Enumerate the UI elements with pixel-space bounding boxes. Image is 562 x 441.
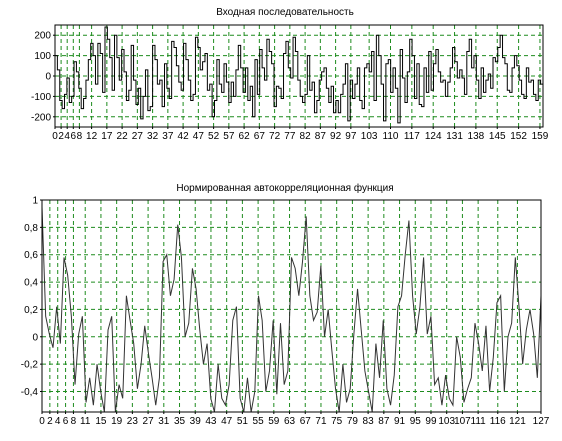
x-tick-label: 4 — [55, 416, 61, 427]
x-tick-label: 0 — [52, 131, 58, 142]
x-tick-label: 43 — [205, 416, 217, 427]
x-tick-label: 124 — [425, 131, 442, 142]
x-tick-label: 145 — [489, 131, 506, 142]
x-tick-label: 8 — [77, 131, 83, 142]
x-tick-label: 75 — [331, 416, 343, 427]
x-tick-label: 82 — [300, 131, 312, 142]
x-tick-label: 116 — [490, 416, 506, 427]
x-tick-label: 72 — [269, 131, 281, 142]
x-tick-label: 117 — [404, 131, 420, 142]
autocorrelation-chart: Нормированная автокорреляционная функция… — [21, 182, 550, 427]
x-tick-label: 91 — [394, 416, 406, 427]
x-tick-label: 92 — [330, 131, 342, 142]
x-tick-label: 77 — [284, 131, 296, 142]
x-tick-label: 47 — [221, 416, 233, 427]
x-tick-label: 63 — [284, 416, 296, 427]
chart1-x-tick-labels: 0 2 4 6 8 12 17 22 27 32 37 42 47 52 57 62 67 72 77 82 87 92 9… — [52, 127, 549, 142]
x-tick-label: 52 — [208, 131, 220, 142]
x-tick-label: 23 — [127, 416, 139, 427]
y-tick-label: 0 — [45, 72, 51, 83]
chart1-grid — [55, 25, 543, 127]
x-tick-label: 127 — [533, 416, 550, 427]
chart2-x-tick-labels: 0 2 4 6 8 11 15 19 23 27 31 35 39 43 47 51 55 59 63 67 71 75 7… — [39, 412, 550, 427]
x-tick-label: 152 — [510, 131, 527, 142]
x-tick-label: 31 — [158, 416, 170, 427]
x-tick-label: 51 — [237, 416, 249, 427]
x-tick-label: 8 — [71, 416, 77, 427]
x-tick-label: 47 — [193, 131, 205, 142]
x-tick-label: 55 — [253, 416, 265, 427]
y-tick-label: 100 — [34, 51, 51, 62]
x-tick-label: 83 — [363, 416, 375, 427]
x-tick-label: 138 — [468, 131, 485, 142]
x-tick-label: 19 — [111, 416, 123, 427]
x-tick-label: 87 — [378, 416, 390, 427]
x-tick-label: 4 — [64, 131, 70, 142]
x-tick-label: 22 — [117, 131, 129, 142]
x-tick-label: 27 — [132, 131, 144, 142]
chart1-series-line — [55, 26, 543, 124]
y-tick-label: -0,2 — [21, 360, 39, 371]
chart1-y-tick-labels: 200 100 0 -100 -200 — [31, 31, 55, 123]
y-tick-label: 0,4 — [24, 278, 38, 289]
y-tick-label: 1 — [32, 196, 38, 207]
x-tick-label: 62 — [239, 131, 251, 142]
x-tick-label: 131 — [446, 131, 463, 142]
x-tick-label: 6 — [63, 416, 69, 427]
x-tick-label: 103 — [361, 131, 378, 142]
x-tick-label: 37 — [162, 131, 174, 142]
x-tick-label: 2 — [58, 131, 64, 142]
x-tick-label: 111 — [471, 416, 487, 427]
x-tick-label: 32 — [147, 131, 159, 142]
x-tick-label: 79 — [347, 416, 359, 427]
x-tick-label: 159 — [532, 131, 549, 142]
x-tick-label: 59 — [268, 416, 280, 427]
x-tick-label: 35 — [174, 416, 186, 427]
x-tick-label: 0 — [39, 416, 45, 427]
x-tick-label: 99 — [425, 416, 437, 427]
chart2-series-line — [41, 206, 542, 413]
chart1-plot-frame — [54, 24, 544, 128]
x-tick-label: 2 — [47, 416, 53, 427]
y-tick-label: 0,2 — [24, 305, 38, 316]
y-tick-label: 0 — [32, 332, 38, 343]
x-tick-label: 67 — [300, 416, 312, 427]
x-tick-label: 17 — [101, 131, 113, 142]
x-tick-label: 95 — [410, 416, 422, 427]
chart2-plot-frame — [41, 199, 542, 413]
x-tick-label: 107 — [454, 416, 471, 427]
x-tick-label: 6 — [71, 131, 77, 142]
x-tick-label: 39 — [190, 416, 202, 427]
y-tick-label: -100 — [31, 92, 51, 103]
chart1-title: Входная последовательность — [216, 7, 354, 18]
x-tick-label: 12 — [86, 131, 98, 142]
x-tick-label: 97 — [345, 131, 357, 142]
chart2-grid — [42, 199, 542, 412]
x-tick-label: 42 — [178, 131, 190, 142]
x-tick-label: 71 — [315, 416, 327, 427]
y-tick-label: 0,8 — [24, 223, 38, 234]
y-tick-label: 200 — [34, 31, 51, 42]
x-tick-label: 67 — [254, 131, 266, 142]
x-tick-label: 15 — [95, 416, 107, 427]
chart2-y-tick-labels: 1 0,8 0,6 0,4 0,2 0 -0,2 -0,4 — [21, 196, 42, 398]
x-tick-label: 110 — [383, 131, 399, 142]
y-tick-label: -200 — [31, 112, 51, 123]
y-tick-label: 0,6 — [24, 250, 38, 261]
x-tick-label: 57 — [223, 131, 235, 142]
x-tick-label: 121 — [509, 416, 526, 427]
x-tick-label: 87 — [315, 131, 327, 142]
y-tick-label: -0,4 — [21, 387, 39, 398]
x-tick-label: 27 — [143, 416, 155, 427]
chart2-title: Нормированная автокорреляционная функция — [176, 182, 393, 194]
input-sequence-chart: Входная последовательность 200 100 0 -100 -2… — [31, 7, 549, 142]
x-tick-label: 103 — [438, 416, 455, 427]
x-tick-label: 11 — [80, 416, 91, 427]
